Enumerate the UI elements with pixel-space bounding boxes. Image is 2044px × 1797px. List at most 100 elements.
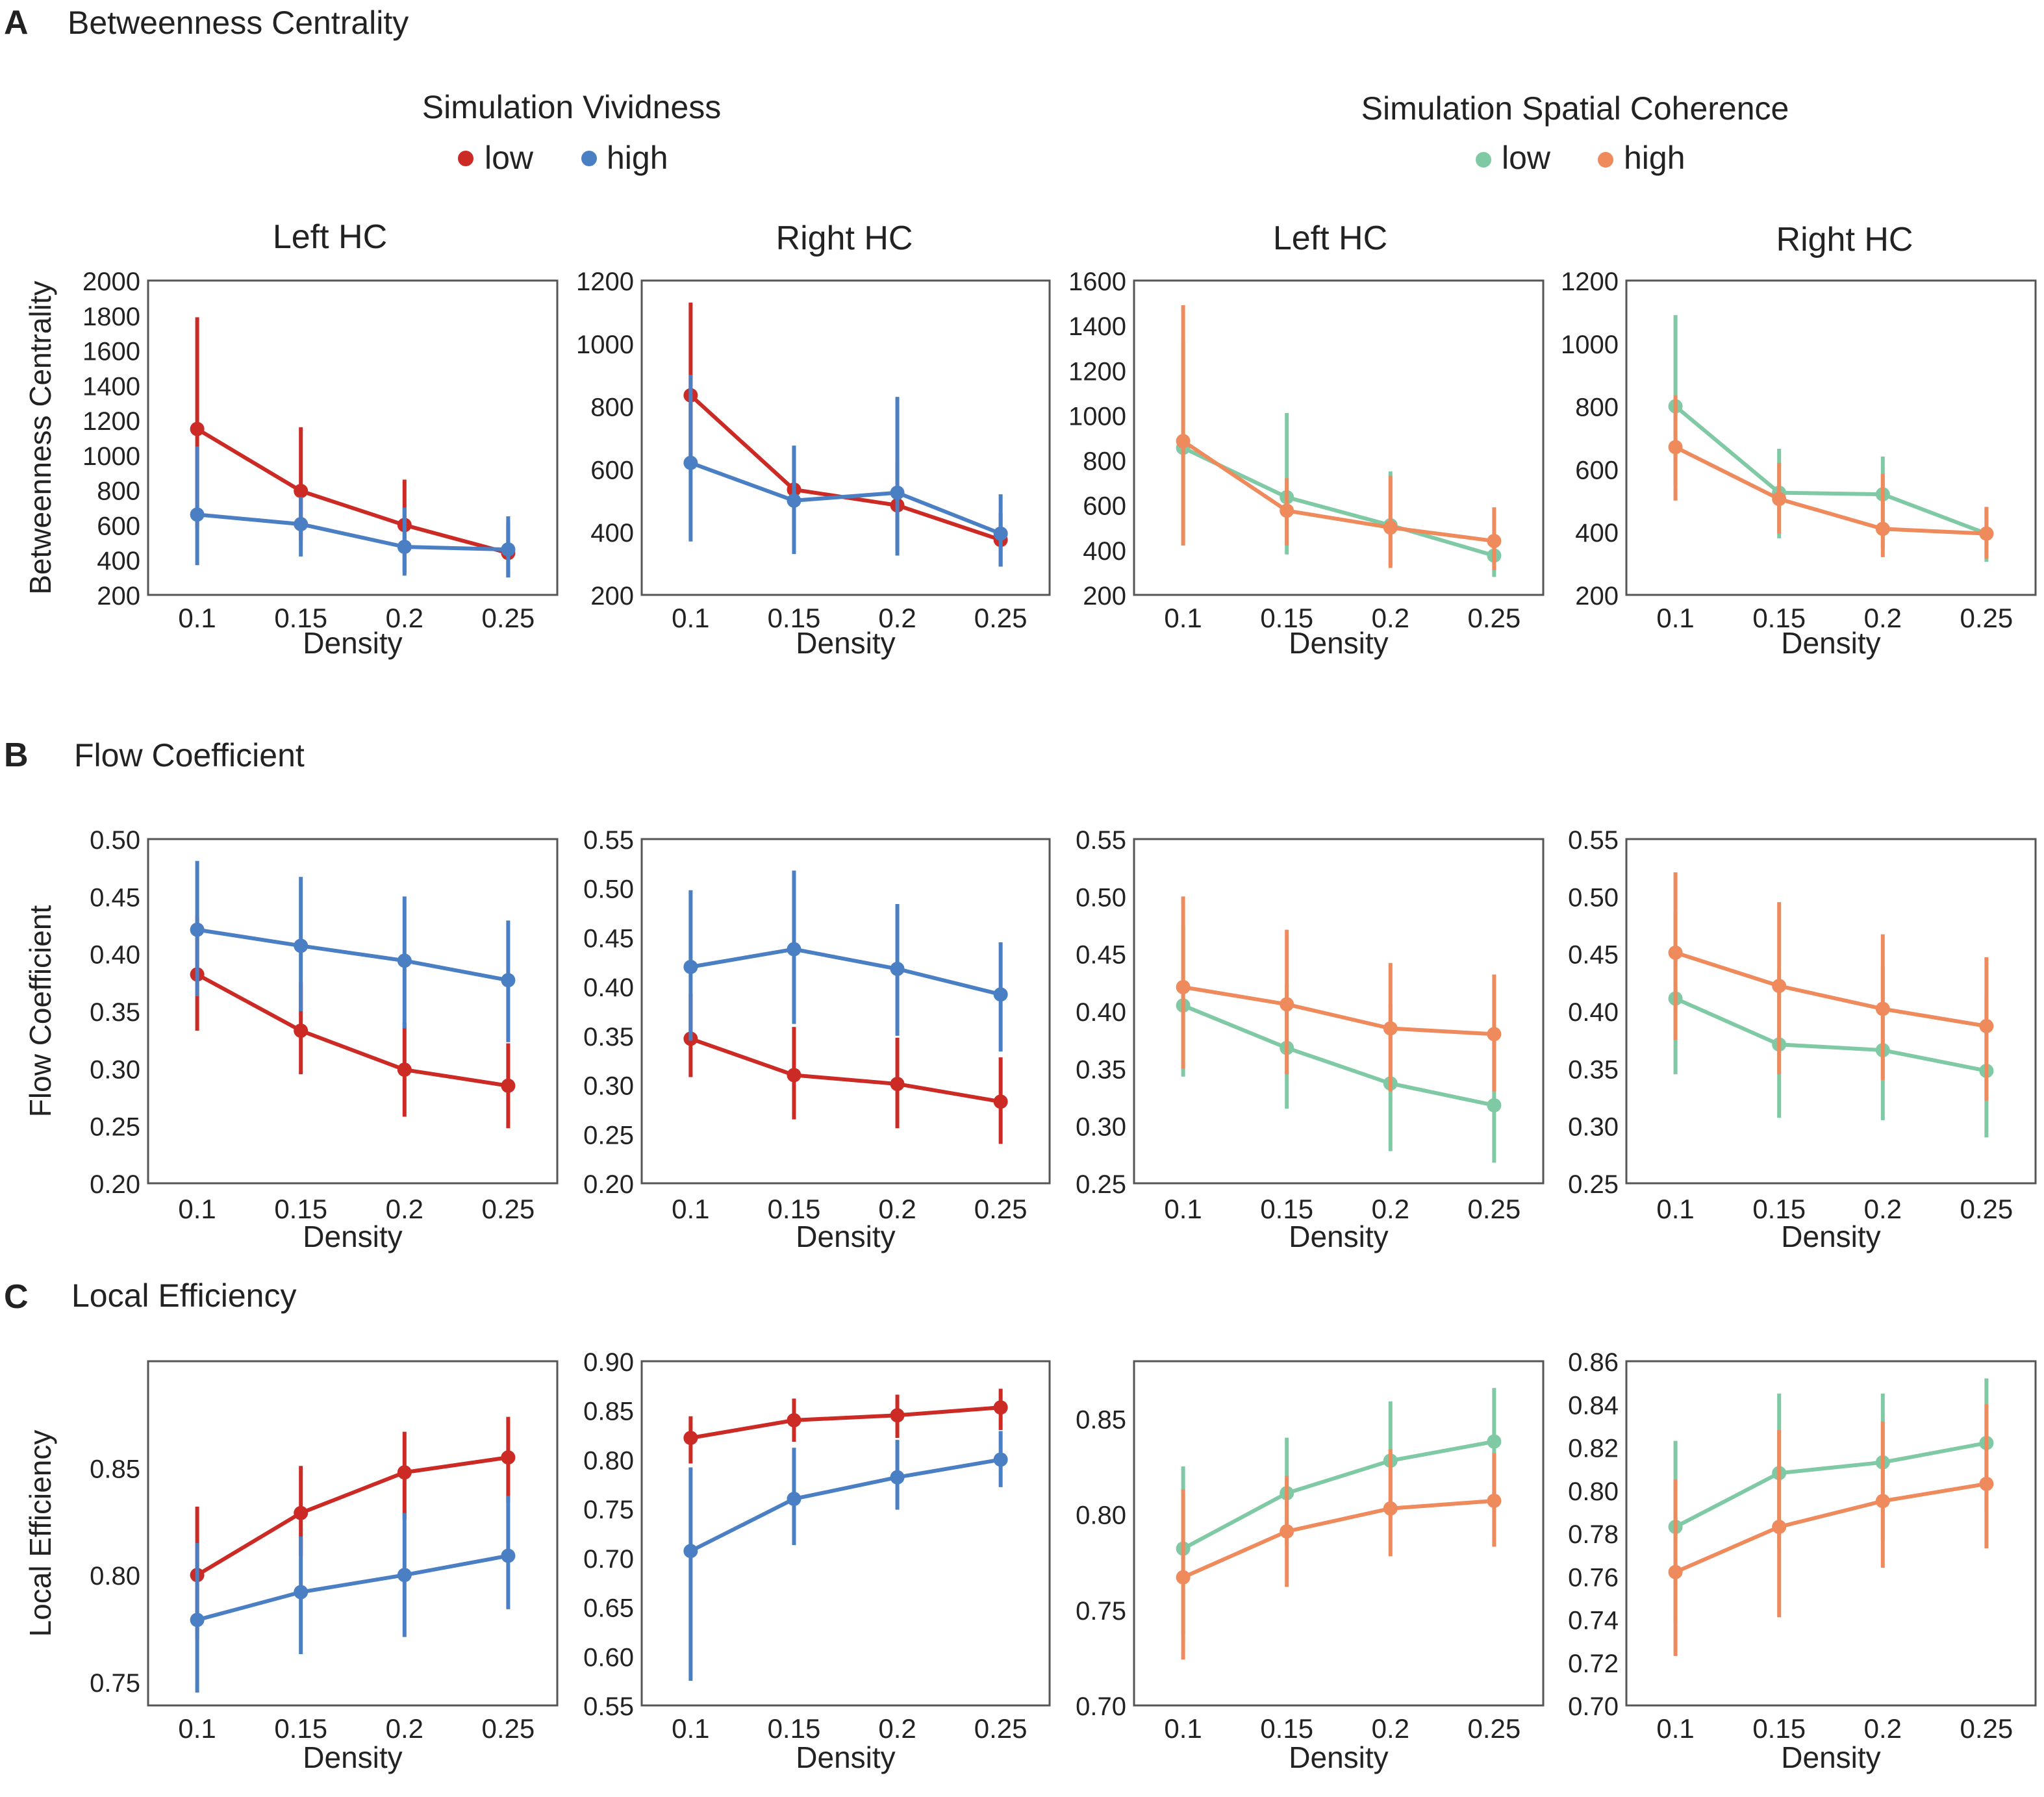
legend-coherence-title: Simulation Spatial Coherence — [1361, 90, 1789, 127]
legend-coherence-low-marker — [1476, 152, 1491, 168]
data-point — [1176, 434, 1191, 449]
y-tick-label: 400 — [1083, 537, 1126, 566]
y-tick-label: 800 — [1575, 394, 1619, 422]
panel-b-title: Flow Coefficient — [74, 737, 305, 773]
x-tick-label: 0.15 — [1260, 1713, 1313, 1744]
x-axis-label: Density — [1781, 626, 1880, 660]
series-line — [690, 1457, 1002, 1553]
data-point — [787, 942, 801, 957]
y-tick-label: 0.35 — [583, 1023, 634, 1051]
y-tick-label: 0.35 — [1076, 1055, 1126, 1084]
y-tick-label: 1600 — [1068, 268, 1126, 296]
y-tick-label: 0.75 — [1076, 1597, 1126, 1626]
series-line — [1182, 1498, 1495, 1579]
y-tick-label: 0.50 — [1076, 883, 1126, 912]
x-tick-label: 0.25 — [974, 603, 1028, 633]
y-tick-label: 600 — [1575, 456, 1619, 484]
y-tick-label: 0.85 — [1076, 1405, 1126, 1434]
data-point — [1487, 534, 1502, 549]
legend-vividness-high-marker — [581, 151, 597, 166]
y-tick-label: 0.80 — [1076, 1502, 1126, 1530]
y-tick-label: 1400 — [1068, 312, 1126, 341]
data-point — [1772, 492, 1787, 507]
y-tick-label: 0.40 — [1076, 998, 1126, 1027]
x-tick-label: 0.25 — [1468, 1713, 1521, 1744]
series-low — [1176, 1388, 1502, 1635]
data-point — [294, 517, 309, 532]
data-point — [1383, 1021, 1398, 1036]
data-point — [1979, 1018, 1994, 1033]
y-tick-label: 0.82 — [1568, 1435, 1619, 1463]
series-high — [190, 1496, 516, 1693]
y-tick-label: 0.55 — [1076, 826, 1126, 855]
data-point — [1176, 979, 1191, 994]
series-high — [1176, 1449, 1502, 1660]
series-high — [1668, 872, 1994, 1101]
x-axis-label: Density — [303, 626, 402, 660]
series-line — [196, 427, 509, 555]
x-tick-label: 0.2 — [1372, 1194, 1409, 1224]
plot-frame — [1625, 1360, 2037, 1707]
data-point — [683, 1431, 698, 1446]
y-tick-label: 0.40 — [90, 941, 140, 970]
data-point — [190, 507, 205, 522]
chart-a-4: 200 400 600 800 1000 1200 0.1 0.15 0.2 0.25 Densit… — [1561, 268, 2037, 660]
data-point — [993, 1400, 1008, 1415]
series-high — [683, 375, 1008, 567]
x-tick-label: 0.25 — [482, 1713, 535, 1744]
y-tick-label: 1400 — [82, 372, 140, 401]
y-tick-label: 0.50 — [90, 826, 140, 855]
x-axis-label: Density — [1289, 1220, 1388, 1253]
data-point — [397, 540, 412, 555]
x-tick-label: 0.25 — [482, 603, 535, 633]
y-tick-label: 600 — [1083, 492, 1126, 521]
x-tick-label: 0.2 — [1864, 1194, 1902, 1224]
plot-frame — [1133, 1360, 1545, 1707]
panel-a-letter: A — [4, 4, 29, 42]
series-low — [1668, 911, 1994, 1138]
y-tick-label: 1000 — [82, 442, 140, 471]
x-tick-label: 0.25 — [482, 1194, 535, 1224]
chart-b-2: 0.20 0.25 0.30 0.35 0.40 0.45 0.50 0.55 0.1 0.15 0… — [583, 826, 1051, 1253]
series-low — [1176, 341, 1502, 577]
data-point — [501, 1450, 516, 1465]
data-point — [1668, 1565, 1683, 1579]
y-tick-label: 0.50 — [1568, 883, 1619, 912]
plot-frame — [1625, 279, 2037, 596]
series-high — [683, 1431, 1008, 1681]
data-point — [190, 421, 205, 436]
data-point — [683, 1544, 698, 1559]
chart-b-3: 0.25 0.30 0.35 0.40 0.45 0.50 0.55 0.1 0.15 0.2 0.… — [1076, 826, 1545, 1253]
data-point — [993, 526, 1008, 541]
x-tick-label: 0.15 — [1260, 1194, 1313, 1224]
y-tick-label: 0.86 — [1568, 1348, 1619, 1377]
series-high — [1668, 395, 1994, 559]
y-tick-label: 2000 — [82, 268, 140, 296]
chart-c-2: 0.55 0.60 0.65 0.70 0.75 0.80 0.85 0.90 0.1 0.15 0… — [583, 1348, 1051, 1774]
series-line — [196, 1455, 509, 1577]
plot-frame — [640, 1360, 1051, 1707]
series-line — [690, 1037, 1002, 1104]
data-point — [1875, 1494, 1890, 1509]
y-tick-label: 0.30 — [1568, 1113, 1619, 1142]
x-tick-label: 0.25 — [1960, 603, 2013, 633]
series-line — [1182, 446, 1495, 558]
plot-frame — [147, 838, 559, 1185]
data-point — [1487, 1098, 1502, 1112]
y-tick-label: 0.90 — [583, 1348, 634, 1377]
x-tick-label: 0.15 — [1752, 1194, 1806, 1224]
x-tick-label: 0.15 — [768, 1194, 821, 1224]
column-title-4: Right HC — [1776, 221, 1913, 258]
legend-vividness-low-marker — [458, 151, 473, 166]
plot-frame — [147, 279, 559, 596]
data-point — [294, 1024, 309, 1038]
y-tick-label: 1000 — [1068, 402, 1126, 431]
x-tick-label: 0.2 — [386, 603, 423, 633]
series-high — [1668, 1404, 1994, 1656]
x-tick-label: 0.1 — [178, 603, 216, 633]
data-point — [397, 1568, 412, 1583]
x-tick-label: 0.2 — [386, 1713, 423, 1744]
data-point — [1280, 997, 1294, 1012]
y-tick-label: 0.70 — [1076, 1692, 1126, 1721]
y-tick-label: 1600 — [82, 338, 140, 366]
